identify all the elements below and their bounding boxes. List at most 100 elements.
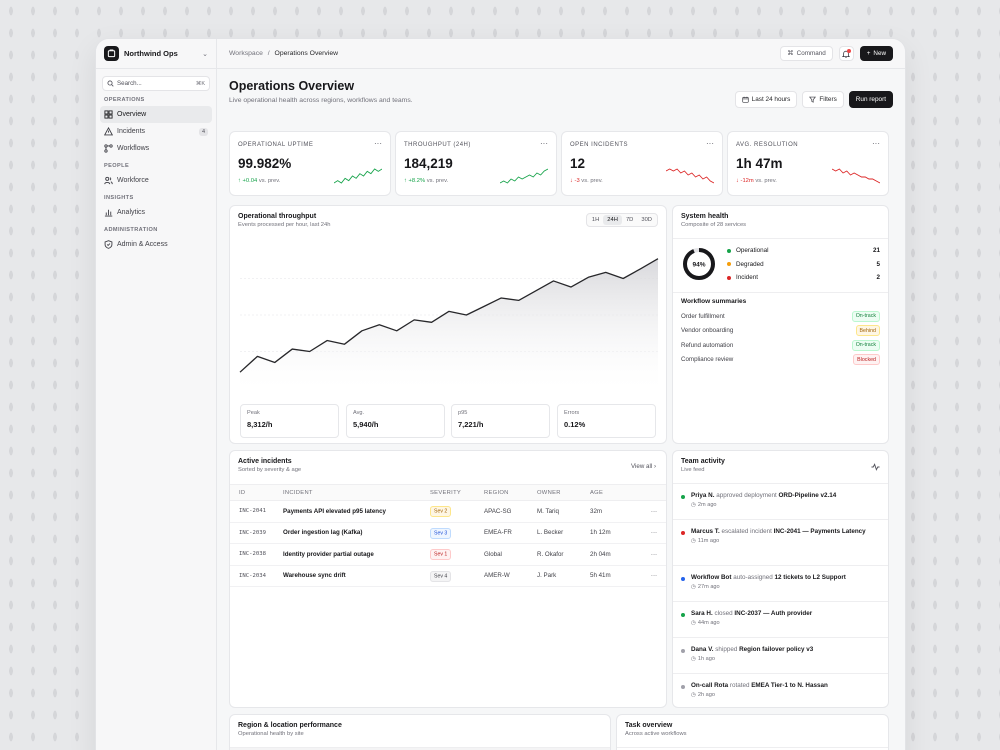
table-row[interactable]: INC-2034 Warehouse sync drift Sev 4 AMER… xyxy=(230,565,666,587)
chart-point[interactable] xyxy=(585,274,591,280)
chart-point[interactable] xyxy=(376,322,382,328)
incidents-card: Active incidents Sorted by severity & ag… xyxy=(229,450,667,708)
section-label-people: PEOPLE xyxy=(104,163,130,169)
chart-point[interactable] xyxy=(463,312,469,318)
card-subtitle: Composite of 28 services xyxy=(681,222,747,228)
table-row[interactable]: INC-2038 Identity provider partial outag… xyxy=(230,543,666,566)
plus-icon: + xyxy=(866,50,871,57)
filters-button[interactable]: Filters xyxy=(802,91,844,108)
chart-point[interactable] xyxy=(620,276,626,282)
chart-point[interactable] xyxy=(638,266,644,272)
more-icon[interactable]: ··· xyxy=(642,565,666,587)
new-button[interactable]: + New xyxy=(859,46,893,61)
kpi-sparkline xyxy=(832,168,880,184)
trend-down-icon: ↓ xyxy=(570,178,575,184)
range-option-30d[interactable]: 30D xyxy=(641,217,652,223)
search-input[interactable]: Search... ⌘K xyxy=(102,76,210,91)
activity-item[interactable]: Workflow Bot auto-assigned 12 tickets to… xyxy=(673,566,888,602)
trend-up-icon: ↑ xyxy=(238,178,243,184)
workspace-switcher[interactable]: Northwind Ops ⌄ xyxy=(96,39,216,69)
activity-dot xyxy=(681,577,685,581)
workflow-row[interactable]: Refund automation On-track xyxy=(681,338,880,353)
chart-point[interactable] xyxy=(237,369,243,375)
more-icon[interactable]: ··· xyxy=(642,500,666,523)
sidebar-item-analytics[interactable]: Analytics xyxy=(100,204,212,221)
range-option-7d[interactable]: 7D xyxy=(625,217,634,223)
chart-point[interactable] xyxy=(307,349,313,355)
chart-point[interactable] xyxy=(254,353,260,359)
column-header[interactable]: SEVERITY xyxy=(430,484,484,501)
run-report-button[interactable]: Run report xyxy=(848,91,893,108)
kpi-delta-value: +8.2% xyxy=(408,178,426,184)
chart-point[interactable] xyxy=(516,297,522,303)
workflow-row[interactable]: Compliance review Blocked xyxy=(681,353,880,368)
chart-point[interactable] xyxy=(551,278,557,284)
chart-point[interactable] xyxy=(655,256,661,262)
column-header[interactable]: ID xyxy=(230,484,283,501)
chart-point[interactable] xyxy=(289,346,295,352)
kpi-delta-suffix: vs. prev. xyxy=(258,178,281,184)
chart-point[interactable] xyxy=(342,341,348,347)
range-option-24h[interactable]: 24H xyxy=(603,215,622,225)
page-title: Operations Overview xyxy=(229,79,355,93)
column-header[interactable]: INCIDENT xyxy=(283,484,430,501)
card-subtitle: Across active workflows xyxy=(625,731,687,737)
chart-point[interactable] xyxy=(481,303,487,309)
workflow-row[interactable]: Vendor onboarding Behind xyxy=(681,324,880,339)
incident-owner: R. Okafor xyxy=(537,543,590,566)
chart-point[interactable] xyxy=(498,295,504,301)
column-header[interactable]: OWNER xyxy=(537,484,590,501)
more-icon[interactable]: ··· xyxy=(642,543,666,566)
date-range-button[interactable]: Last 24 hours xyxy=(734,91,798,108)
sidebar-item-incidents[interactable]: Incidents 4 xyxy=(100,123,212,140)
chart-point[interactable] xyxy=(359,328,365,334)
chart-point[interactable] xyxy=(429,319,435,325)
chart-point[interactable] xyxy=(446,308,452,314)
chart-point[interactable] xyxy=(568,284,574,290)
card-subtitle: Sorted by severity & age xyxy=(238,467,302,473)
more-icon[interactable]: ··· xyxy=(872,139,880,148)
workflow-label: Order fulfillment xyxy=(681,312,725,320)
chart-point[interactable] xyxy=(394,328,400,334)
activity-item[interactable]: Sara H. closed INC-2037 — Auth provider … xyxy=(673,602,888,638)
chart-point[interactable] xyxy=(533,288,539,294)
incident-name: Order ingestion lag (Kafka) xyxy=(283,522,430,544)
more-icon[interactable]: ··· xyxy=(706,139,714,148)
activity-verb: escalated incident xyxy=(721,528,772,535)
more-icon[interactable]: ··· xyxy=(642,522,666,544)
sidebar-item-workforce[interactable]: Workforce xyxy=(100,172,212,189)
breadcrumb-root[interactable]: Workspace xyxy=(229,50,263,57)
chart-point[interactable] xyxy=(324,338,330,344)
column-header[interactable]: AGE xyxy=(590,484,642,501)
sidebar-item-admin-access[interactable]: Admin & Access xyxy=(100,236,212,253)
status-badge: On-track xyxy=(851,310,880,322)
activity-item[interactable]: Marcus T. escalated incident INC-2041 — … xyxy=(673,520,888,566)
chart-point[interactable] xyxy=(411,317,417,323)
chart-point[interactable] xyxy=(603,269,609,275)
stat-label: Avg. xyxy=(353,410,365,416)
chevron-down-icon: ⌄ xyxy=(202,50,208,58)
status-badge: Behind xyxy=(855,325,880,337)
stat-box-p95: p95 7,221/h xyxy=(451,404,550,438)
activity-item[interactable]: On-call Rota rotated EMEA Tier-1 to N. H… xyxy=(673,674,888,707)
activity-verb: rotated xyxy=(729,682,750,689)
table-row[interactable]: INC-2039 Order ingestion lag (Kafka) Sev… xyxy=(230,522,666,544)
sidebar-item-overview[interactable]: Overview xyxy=(100,106,212,123)
pulse-icon[interactable] xyxy=(871,463,880,471)
workflow-row[interactable]: Order fulfillment On-track xyxy=(681,309,880,324)
range-option-1h[interactable]: 1H xyxy=(591,217,600,223)
kpi-card-uptime: OPERATIONAL UPTIME ··· 99.982% ↑ +0.04 v… xyxy=(229,131,391,196)
more-icon[interactable]: ··· xyxy=(374,139,382,148)
sidebar-item-workflows[interactable]: Workflows xyxy=(100,140,212,157)
command-button[interactable]: ⌘ Command xyxy=(780,46,833,61)
activity-item[interactable]: Dana V. shipped Region failover policy v… xyxy=(673,638,888,674)
table-row[interactable]: INC-2041 Payments API elevated p95 laten… xyxy=(230,500,666,523)
more-icon[interactable]: ··· xyxy=(540,139,548,148)
column-header[interactable]: REGION xyxy=(484,484,537,501)
notifications-button[interactable] xyxy=(838,46,854,61)
chart-point[interactable] xyxy=(272,359,278,365)
sidebar: Northwind Ops ⌄ Search... ⌘K OPERATIONS … xyxy=(96,39,217,750)
activity-item[interactable]: Priya N. approved deployment ORD-Pipelin… xyxy=(673,484,888,520)
workflow-summaries-title: Workflow summaries xyxy=(681,298,747,305)
view-all-link[interactable]: View all › xyxy=(631,463,656,470)
